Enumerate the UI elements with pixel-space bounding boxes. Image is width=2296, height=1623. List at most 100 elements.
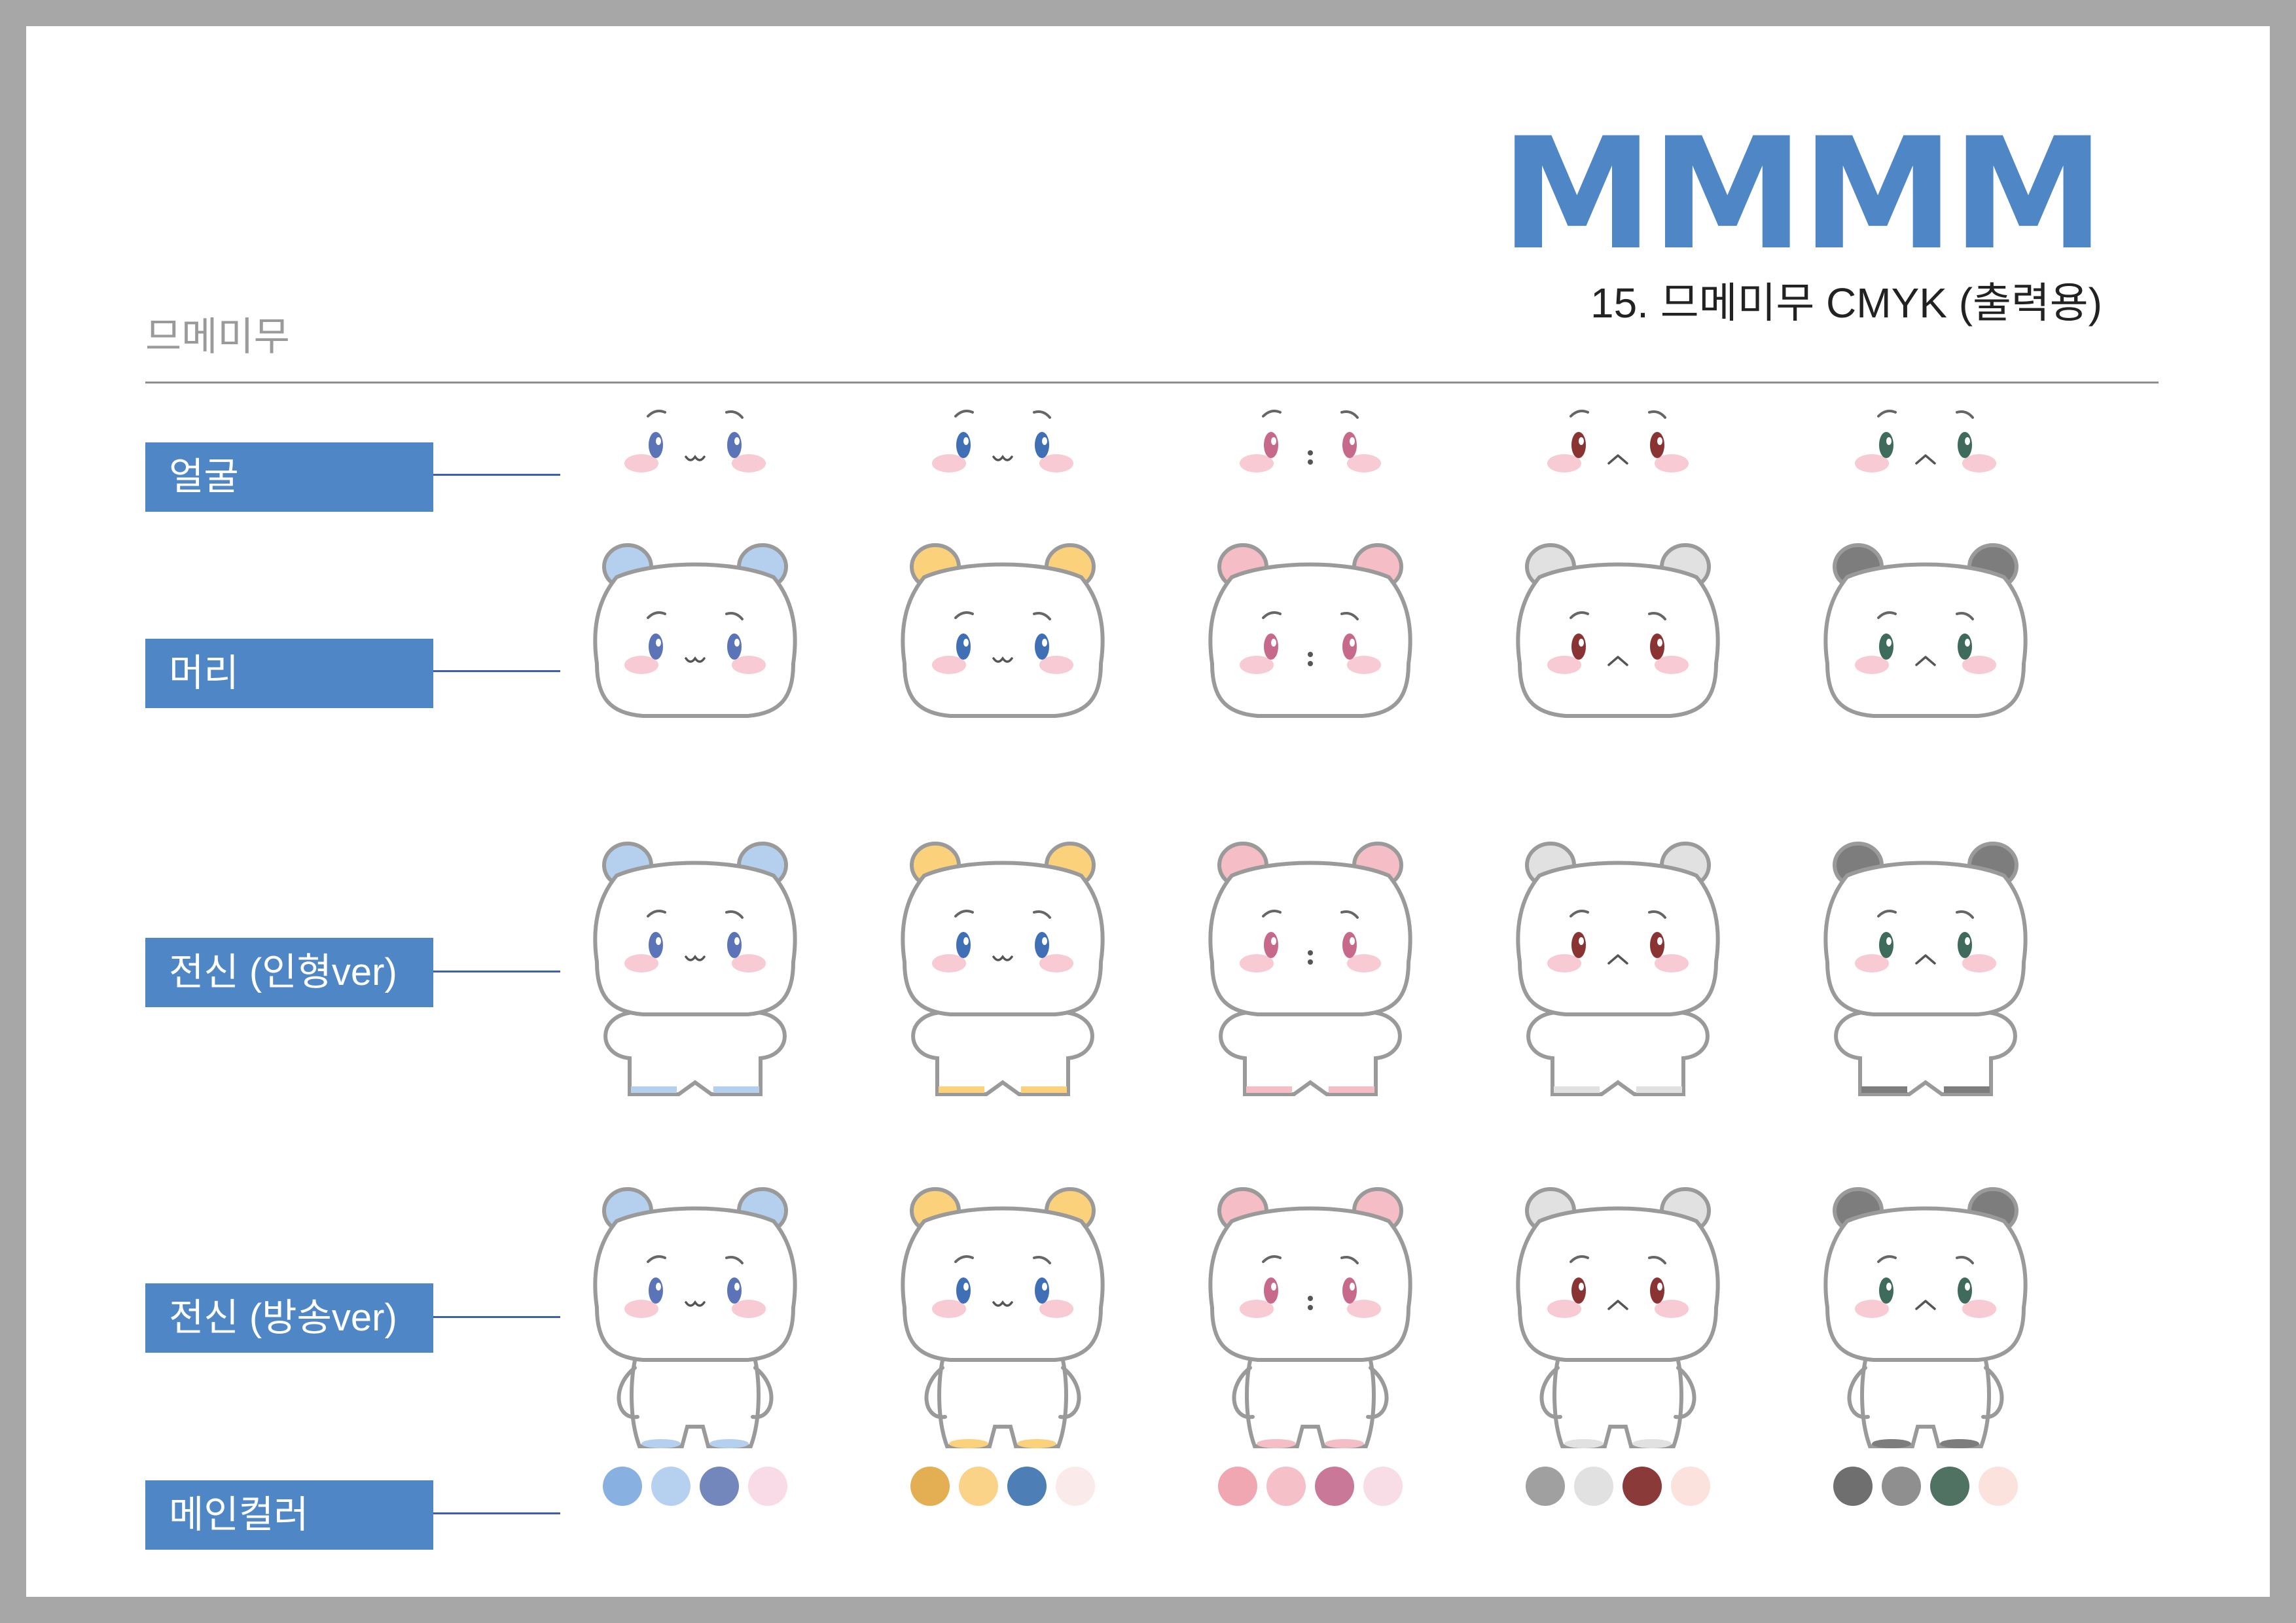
cheek-right <box>732 1300 766 1318</box>
mouth <box>1607 454 1628 465</box>
body-doll-view <box>593 842 797 1096</box>
color-swatch <box>1363 1467 1403 1506</box>
brow-right <box>1648 410 1666 419</box>
color-swatch <box>1833 1467 1873 1506</box>
brow-left <box>647 1255 666 1263</box>
foot-right <box>1021 1086 1067 1093</box>
brow-left <box>1262 410 1282 418</box>
brow-right <box>1648 910 1666 919</box>
arm-right <box>1674 1366 1696 1419</box>
mouth <box>1308 652 1313 657</box>
body-outline <box>1526 1010 1710 1096</box>
face-view <box>932 410 1073 473</box>
arm-right <box>1981 1366 2004 1419</box>
foot-left <box>1257 1439 1296 1448</box>
arm-right <box>1058 1366 1081 1419</box>
brow-left <box>1570 410 1589 418</box>
eye-highlight <box>963 1283 969 1291</box>
head-outline <box>1516 861 1720 1016</box>
eye-left <box>956 1277 971 1304</box>
cheek-right <box>732 656 766 674</box>
brow-left <box>647 910 666 918</box>
brow-left <box>647 611 666 619</box>
eye-highlight <box>1657 1283 1662 1291</box>
mouth <box>1915 454 1936 465</box>
eye-highlight <box>963 639 969 647</box>
body-broadcast-view <box>1516 1187 1720 1448</box>
body-outline <box>937 1353 1068 1448</box>
eye-left <box>649 1277 663 1304</box>
head-outline <box>901 562 1105 718</box>
cheek-left <box>1855 454 1889 473</box>
face-view <box>1240 410 1381 473</box>
foot-right <box>1325 1439 1364 1448</box>
mouth <box>685 1300 706 1307</box>
body-outline <box>1860 1353 1991 1448</box>
mouth <box>1915 954 1936 965</box>
foot-left <box>939 1086 984 1093</box>
brow-left <box>954 611 974 619</box>
eye-highlight <box>963 937 969 945</box>
brow-left <box>954 410 974 418</box>
eye-left <box>649 432 663 458</box>
brow-right <box>1033 910 1051 919</box>
eye-left <box>1264 1277 1278 1304</box>
foot-right <box>1017 1439 1056 1448</box>
character-4 <box>1516 410 1720 1506</box>
color-swatch <box>1056 1467 1095 1506</box>
arm-left <box>1232 1366 1255 1419</box>
foot-left <box>1564 1439 1604 1448</box>
brow-right <box>725 410 744 419</box>
cheek-right <box>1039 954 1073 972</box>
body-outline <box>603 1010 787 1096</box>
cheek-right <box>1655 454 1689 473</box>
arm-left <box>924 1366 947 1419</box>
brow-left <box>1570 611 1589 619</box>
eye-right <box>1342 932 1357 958</box>
cheek-right <box>1655 656 1689 674</box>
eye-left <box>1264 932 1278 958</box>
brow-left <box>1877 611 1897 619</box>
eye-highlight <box>1350 437 1355 445</box>
body-outline <box>911 1010 1094 1096</box>
eye-highlight <box>1350 1283 1355 1291</box>
eye-left <box>956 432 971 458</box>
cheek-left <box>932 1300 966 1318</box>
mouth <box>1607 1300 1628 1310</box>
foot-right <box>1940 1439 1979 1448</box>
cheek-left <box>1547 1300 1581 1318</box>
body-outline <box>1552 1353 1683 1448</box>
eye-highlight <box>1965 1283 1970 1291</box>
mouth <box>1915 1300 1936 1310</box>
brow-right <box>1956 410 1974 419</box>
head-view <box>901 543 1105 718</box>
body-broadcast-view <box>901 1187 1105 1448</box>
section-title: 므메미무 <box>145 315 290 359</box>
face-view <box>624 410 766 473</box>
main-color-swatches <box>1833 1467 2018 1506</box>
brow-right <box>725 1256 744 1264</box>
head-view <box>593 543 797 718</box>
eye-right <box>727 432 742 458</box>
main-color-swatches <box>1218 1467 1403 1506</box>
eye-right <box>1342 1277 1357 1304</box>
cheek-right <box>732 954 766 972</box>
eye-right <box>727 633 742 660</box>
arm-right <box>1366 1366 1389 1419</box>
brow-left <box>1570 1255 1589 1263</box>
cheek-left <box>624 1300 658 1318</box>
mouth-dot <box>1308 459 1313 465</box>
brow-right <box>1340 910 1359 919</box>
mouth <box>1308 450 1313 455</box>
mouth <box>1607 656 1628 666</box>
eye-right <box>1958 1277 1972 1304</box>
eye-right <box>1650 432 1664 458</box>
eye-left <box>1879 932 1893 958</box>
head-outline <box>1823 1206 2028 1362</box>
arm-left <box>1539 1366 1562 1419</box>
logo: MMMM <box>1500 105 2105 284</box>
mouth <box>685 954 706 961</box>
color-swatch <box>959 1467 998 1506</box>
eye-highlight <box>1579 937 1584 945</box>
body-doll-view <box>1516 842 1720 1096</box>
